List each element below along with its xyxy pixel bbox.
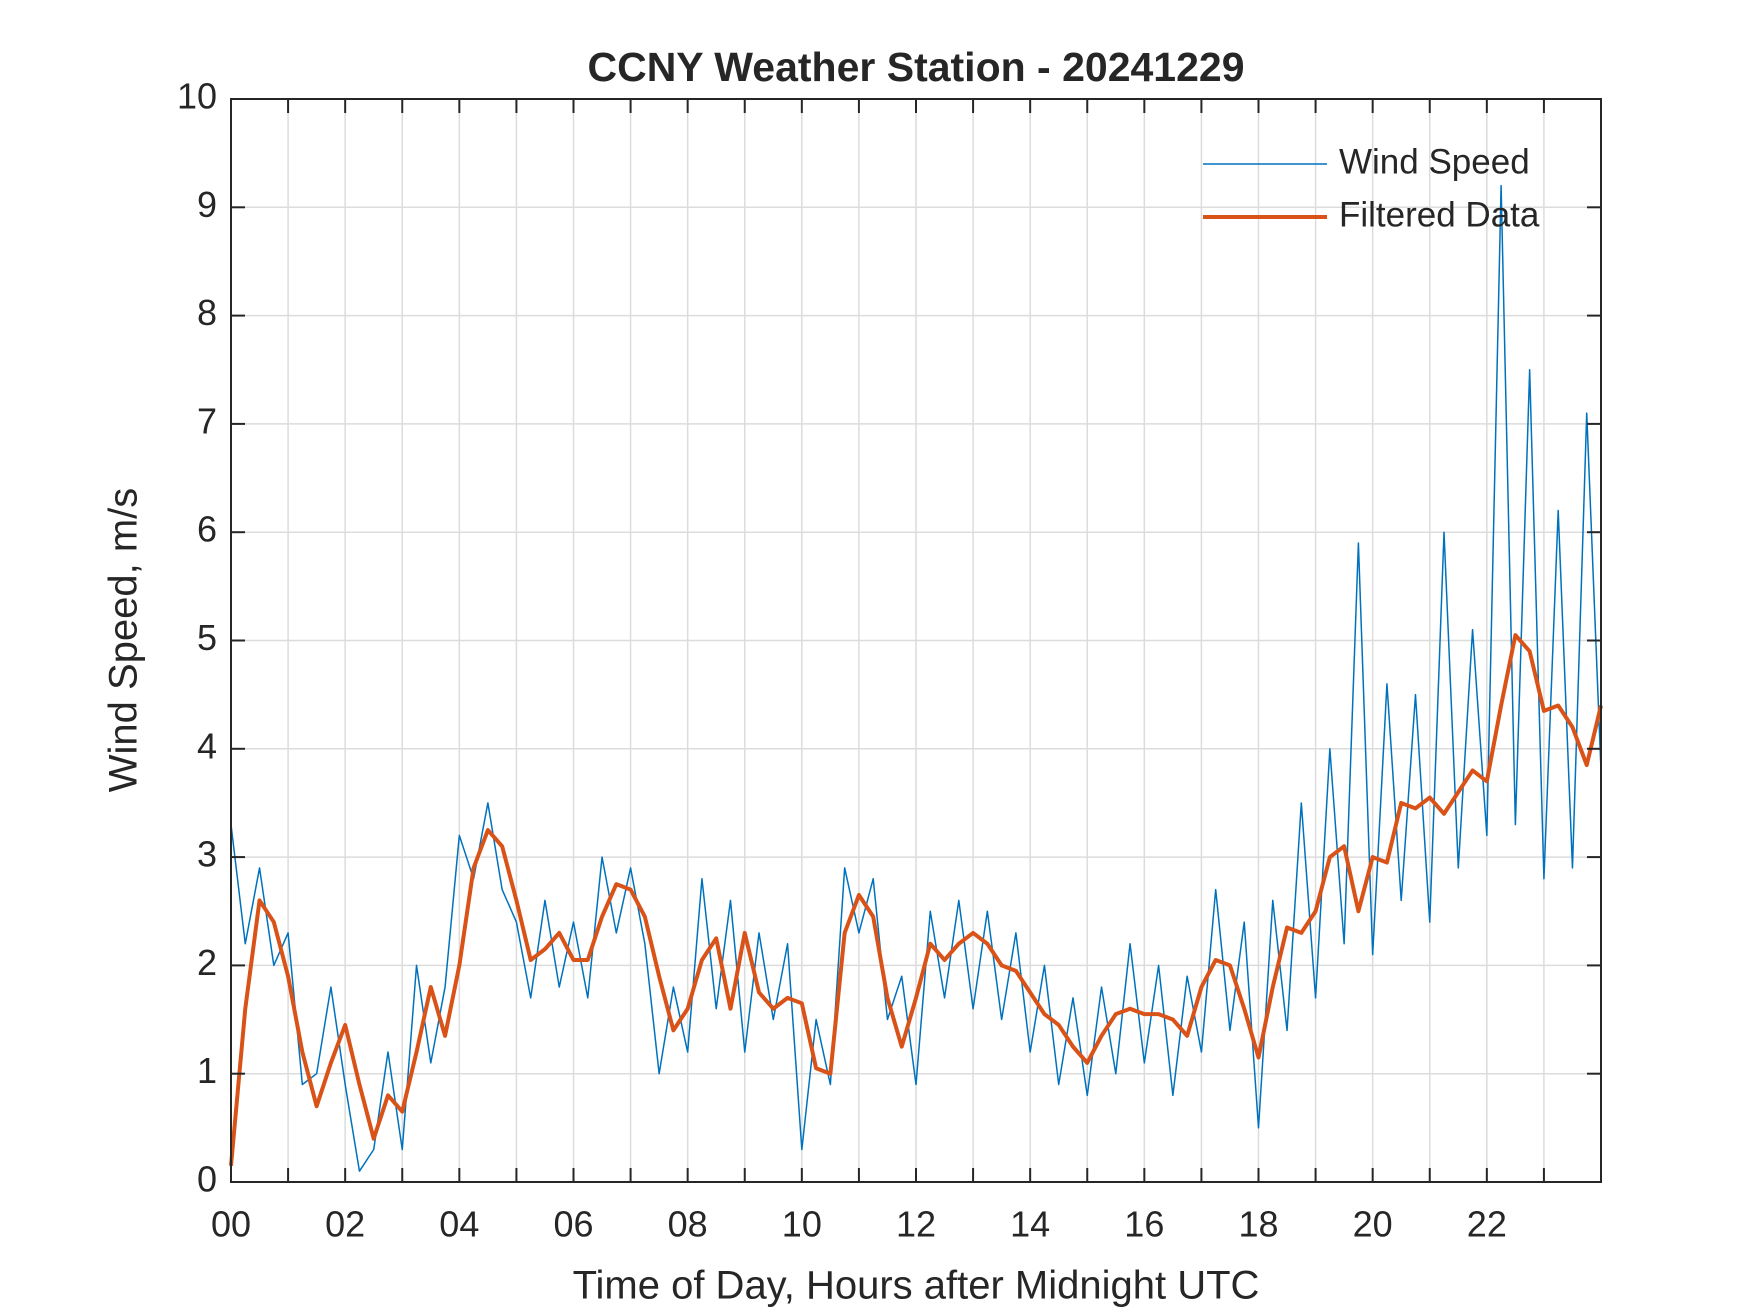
y-tick-label: 9: [197, 184, 217, 225]
y-axis-title: Wind Speed, m/s: [102, 488, 146, 793]
y-tick-label: 4: [197, 725, 217, 766]
x-tick-label: 14: [1010, 1204, 1050, 1245]
x-tick-label: 04: [439, 1204, 479, 1245]
legend-label: Filtered Data: [1339, 195, 1540, 234]
x-tick-label: 02: [325, 1204, 365, 1245]
x-tick-label: 10: [782, 1204, 822, 1245]
x-tick-label: 20: [1353, 1204, 1393, 1245]
y-tick-label: 0: [197, 1159, 217, 1200]
chart-title: CCNY Weather Station - 20241229: [587, 44, 1244, 90]
data-line: [229, 633, 1603, 1166]
y-tick-label: 5: [197, 617, 217, 658]
x-tick-label: 08: [668, 1204, 708, 1245]
x-tick-label: 22: [1467, 1204, 1507, 1245]
y-tick-label: 3: [197, 834, 217, 875]
y-tick-label: 8: [197, 292, 217, 333]
y-tick-label: 2: [197, 942, 217, 983]
x-tick-label: 18: [1238, 1204, 1278, 1245]
x-tick-label: 06: [553, 1204, 593, 1245]
y-tick-label: 1: [197, 1050, 217, 1091]
y-tick-label: 6: [197, 509, 217, 550]
y-tick-label: 10: [177, 76, 217, 117]
data-line: [230, 184, 1602, 1172]
x-tick-label: 16: [1124, 1204, 1164, 1245]
x-axis-title: Time of Day, Hours after Midnight UTC: [573, 1264, 1260, 1308]
x-tick-label: 00: [211, 1204, 251, 1245]
x-tick-label: 12: [896, 1204, 936, 1245]
y-tick-label: 7: [197, 400, 217, 441]
legend-label: Wind Speed: [1339, 142, 1530, 181]
